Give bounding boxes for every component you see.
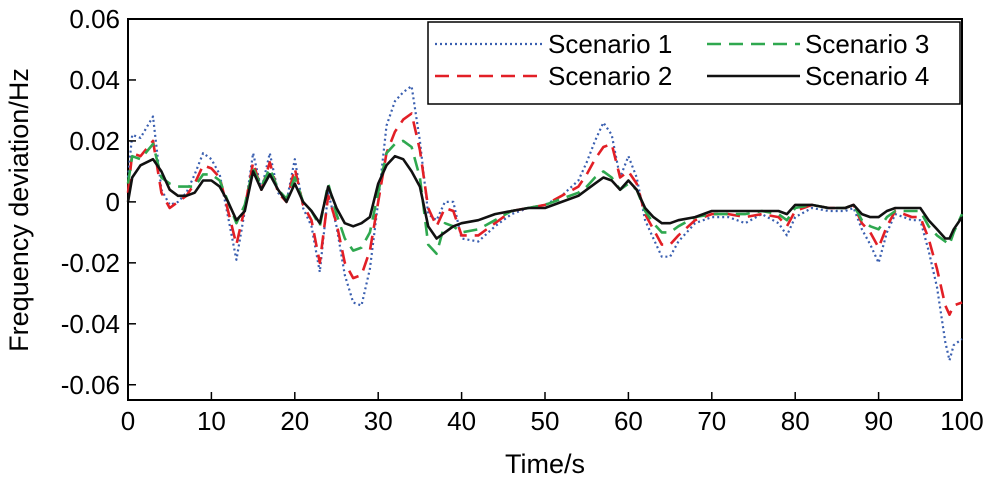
legend-label-scenario-2: Scenario 2: [548, 61, 672, 91]
x-axis-title: Time/s: [505, 449, 585, 479]
x-tick-label: 100: [940, 406, 983, 436]
x-tick-label: 70: [697, 406, 726, 436]
series-line-scenario-3: [126, 139, 964, 255]
series-layer: [126, 85, 964, 362]
x-tick-label: 0: [121, 406, 135, 436]
x-tick-label: 50: [531, 406, 560, 436]
y-tick-label: 0.04: [69, 65, 120, 95]
y-axis-ticks: -0.06 -0.04 -0.02 0 0.02 0.04 0.06: [61, 4, 136, 400]
x-tick-label: 40: [447, 406, 476, 436]
legend: Scenario 1 Scenario 2 Scenario 3 Scenari…: [427, 21, 961, 105]
y-tick-label: -0.04: [61, 309, 120, 339]
x-tick-label: 80: [781, 406, 810, 436]
series-line-scenario-4: [126, 154, 964, 240]
y-tick-label: -0.06: [61, 370, 120, 400]
x-tick-label: 10: [197, 406, 226, 436]
x-tick-label: 20: [280, 406, 309, 436]
x-tick-label: 60: [614, 406, 643, 436]
legend-box: [427, 21, 961, 105]
y-axis-title: Frequency deviation/Hz: [4, 68, 34, 352]
y-tick-label: 0.02: [69, 126, 120, 156]
y-tick-label: -0.02: [61, 248, 120, 278]
series-line-scenario-1: [126, 85, 963, 362]
x-tick-label: 30: [364, 406, 393, 436]
x-tick-label: 90: [864, 406, 893, 436]
legend-label-scenario-3: Scenario 3: [805, 29, 929, 59]
x-axis-ticks: 0 10 20 30 40 50 60 70 80 90 100: [121, 392, 984, 436]
y-tick-label: 0.06: [69, 4, 120, 34]
y-tick-label: 0: [106, 187, 120, 217]
legend-label-scenario-1: Scenario 1: [548, 29, 672, 59]
legend-label-scenario-4: Scenario 4: [805, 61, 929, 91]
series-line-scenario-2: [126, 112, 963, 316]
